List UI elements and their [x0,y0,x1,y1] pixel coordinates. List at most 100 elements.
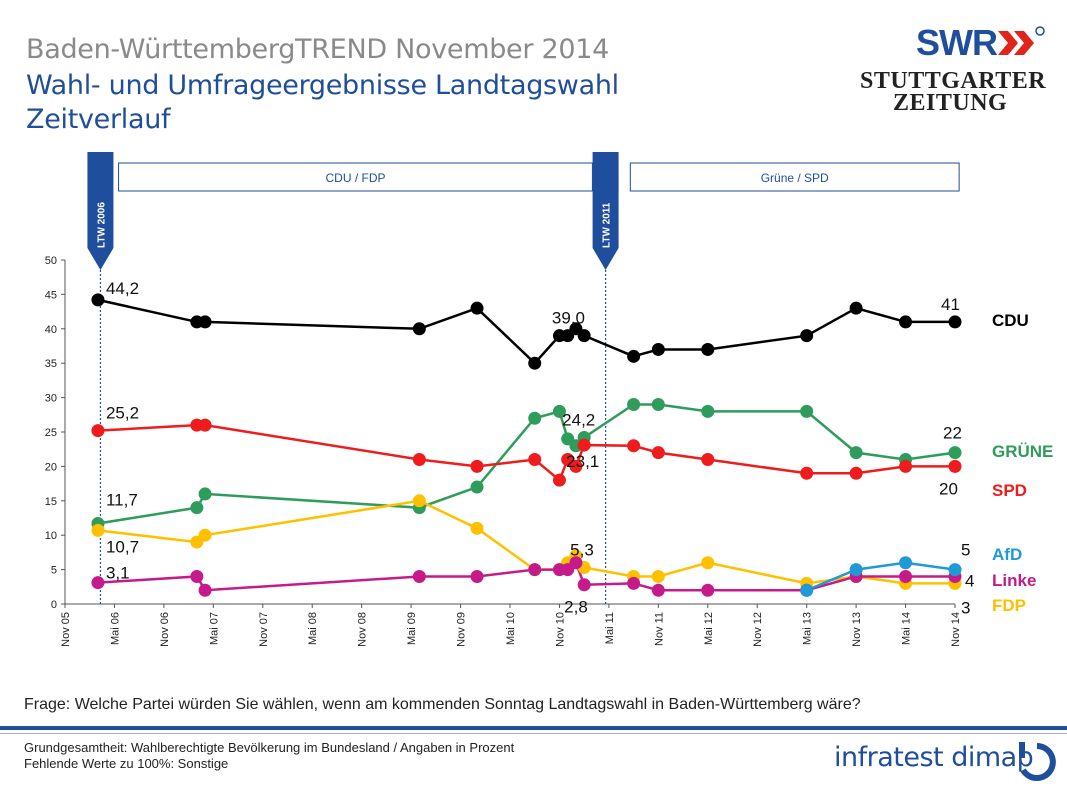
data-point [528,453,542,467]
x-tick-label: Nov 06 [159,612,171,647]
data-point [91,523,105,537]
swr-logo: SWR [916,22,998,63]
data-point [701,583,715,597]
data-point [899,569,913,583]
data-point [577,578,591,592]
election-marker-arrow [87,152,114,270]
y-tick-label: 25 [45,427,57,439]
data-point [528,563,542,577]
data-point [412,322,426,336]
data-point [627,439,641,453]
x-tick-label: Nov 10 [554,612,566,647]
data-point [412,453,426,467]
data-point [948,563,962,577]
election-marker-label: LTW 2011 [602,202,613,248]
data-point [800,329,814,343]
government-period-box [629,162,960,192]
data-point [470,459,484,473]
data-point [552,473,566,487]
data-label: 4 [965,571,974,590]
series-line [97,298,955,365]
data-label: 22 [943,424,962,443]
page-title: Baden-WürttembergTREND November 2014 [26,34,609,65]
data-label: 39,0 [552,309,585,328]
data-point [198,418,212,432]
election-marker-label: LTW 2006 [96,202,107,248]
data-point [701,556,715,570]
data-point [948,446,962,460]
y-tick-label: 45 [45,289,57,301]
y-tick-label: 20 [45,461,57,473]
data-label: 44,2 [106,279,139,298]
question-text: Frage: Welche Partei würden Sie wählen, … [24,696,861,713]
legend-label: FDP [992,596,1026,615]
data-point [412,494,426,508]
data-point [701,453,715,467]
x-tick-label: Nov 08 [357,612,369,647]
data-point [91,576,105,590]
series-line [97,403,956,525]
data-point [412,569,426,583]
government-period-box [118,162,593,192]
x-tick-label: Nov 14 [950,612,962,647]
data-label: 24,2 [562,411,595,430]
data-point [470,480,484,494]
y-tick-label: 0 [51,599,57,611]
data-point [800,404,814,418]
data-label: 10,7 [106,537,139,556]
series-line [97,423,955,483]
data-point [651,569,665,583]
data-point [91,293,105,307]
x-tick-label: Nov 12 [752,612,764,647]
data-label: 5,3 [570,541,594,560]
x-tick-label: Nov 09 [456,612,468,647]
data-point [198,487,212,501]
x-tick-label: Mai 08 [307,612,319,645]
y-tick-label: 40 [45,324,57,336]
data-point [569,556,583,570]
data-point [651,583,665,597]
data-label: 23,1 [566,452,599,471]
data-label: 2,8 [564,598,588,617]
series-line [806,561,956,592]
data-point [627,349,641,363]
x-tick-label: Mai 06 [109,612,121,645]
data-label: 20 [939,479,958,498]
data-point [470,521,484,535]
data-label: 3,1 [106,564,130,583]
data-point [701,342,715,356]
data-point [91,424,105,438]
data-point [948,459,962,473]
data-point [198,315,212,329]
x-tick-label: Nov 05 [60,612,72,647]
data-point [899,315,913,329]
data-point [651,446,665,460]
data-point [577,329,591,343]
infratest-logo-icon [1019,742,1056,781]
election-marker-arrow [592,152,619,270]
divider [0,726,1067,730]
data-point [470,569,484,583]
data-label: 41 [941,295,960,314]
data-label: 5 [961,541,970,560]
infratest-logo: infratest dimap [834,742,1034,773]
data-point [849,446,863,460]
x-tick-label: Nov 07 [258,612,270,647]
y-tick-label: 10 [45,530,57,542]
data-label: 11,7 [106,491,138,510]
x-tick-label: Mai 12 [703,612,715,645]
page-subtitle-2: Zeitverlauf [26,104,171,135]
data-point [470,301,484,315]
footer-note: Grundgesamtheit: Wahlberechtigte Bevölke… [24,740,515,755]
data-point [569,459,583,473]
stuttgarter-zeitung-logo: STUTTGARTER [860,68,1047,94]
y-tick-label: 30 [45,393,57,405]
data-point [190,569,204,583]
y-tick-label: 15 [45,496,57,508]
data-point [701,404,715,418]
data-label: 25,2 [106,404,139,423]
data-point [849,563,863,577]
y-tick-label: 50 [45,255,57,267]
data-point [899,459,913,473]
data-point [198,528,212,542]
